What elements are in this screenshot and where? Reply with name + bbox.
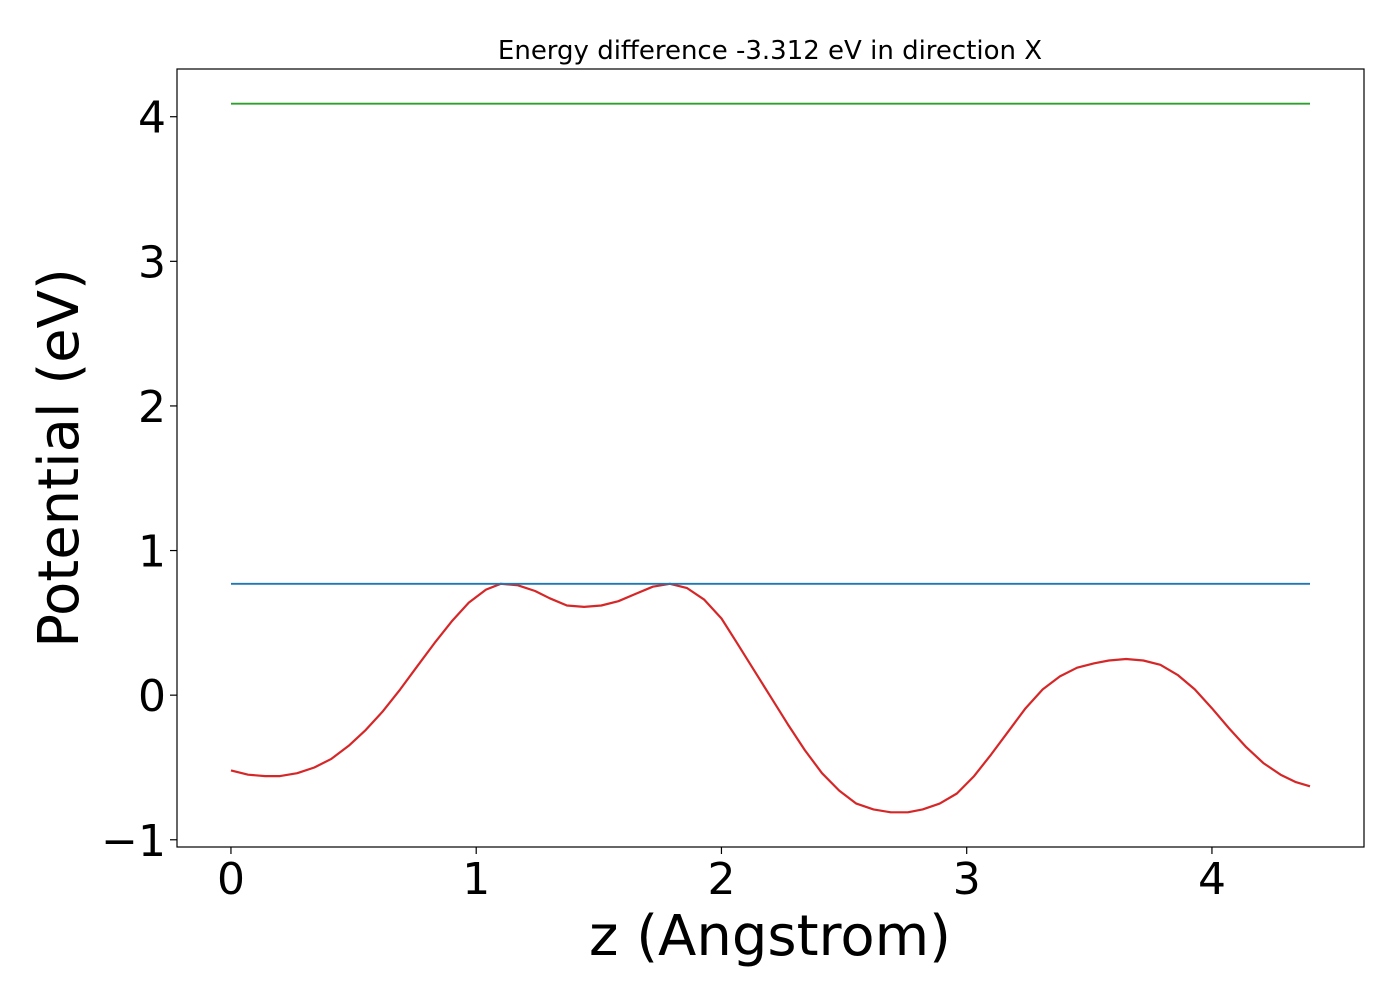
x-tick-label: 4	[1198, 854, 1226, 905]
plot-area	[230, 102, 1311, 814]
y-tick-label: 3	[138, 237, 166, 288]
x-tick-label: 2	[707, 854, 735, 905]
y-tick-label: 4	[138, 93, 166, 144]
y-tick-label: 0	[138, 671, 166, 722]
plot-frame	[176, 68, 1365, 848]
x-axis-label: z (Angstrom)	[589, 904, 951, 969]
y-tick-label: 2	[138, 382, 166, 433]
x-tick-label: 0	[217, 854, 245, 905]
y-axis: −1 0 1 2 3 4	[101, 93, 177, 867]
chart-title: Energy difference -3.312 eV in direction…	[498, 36, 1042, 66]
y-tick-label: −1	[101, 816, 166, 867]
x-axis: 0 1 2 3 4	[217, 847, 1226, 905]
y-axis-label: Potential (eV)	[27, 268, 92, 648]
x-tick-label: 1	[462, 854, 490, 905]
y-tick-label: 1	[138, 527, 166, 578]
series-line-0	[230, 582, 1311, 814]
x-tick-label: 3	[953, 854, 981, 905]
